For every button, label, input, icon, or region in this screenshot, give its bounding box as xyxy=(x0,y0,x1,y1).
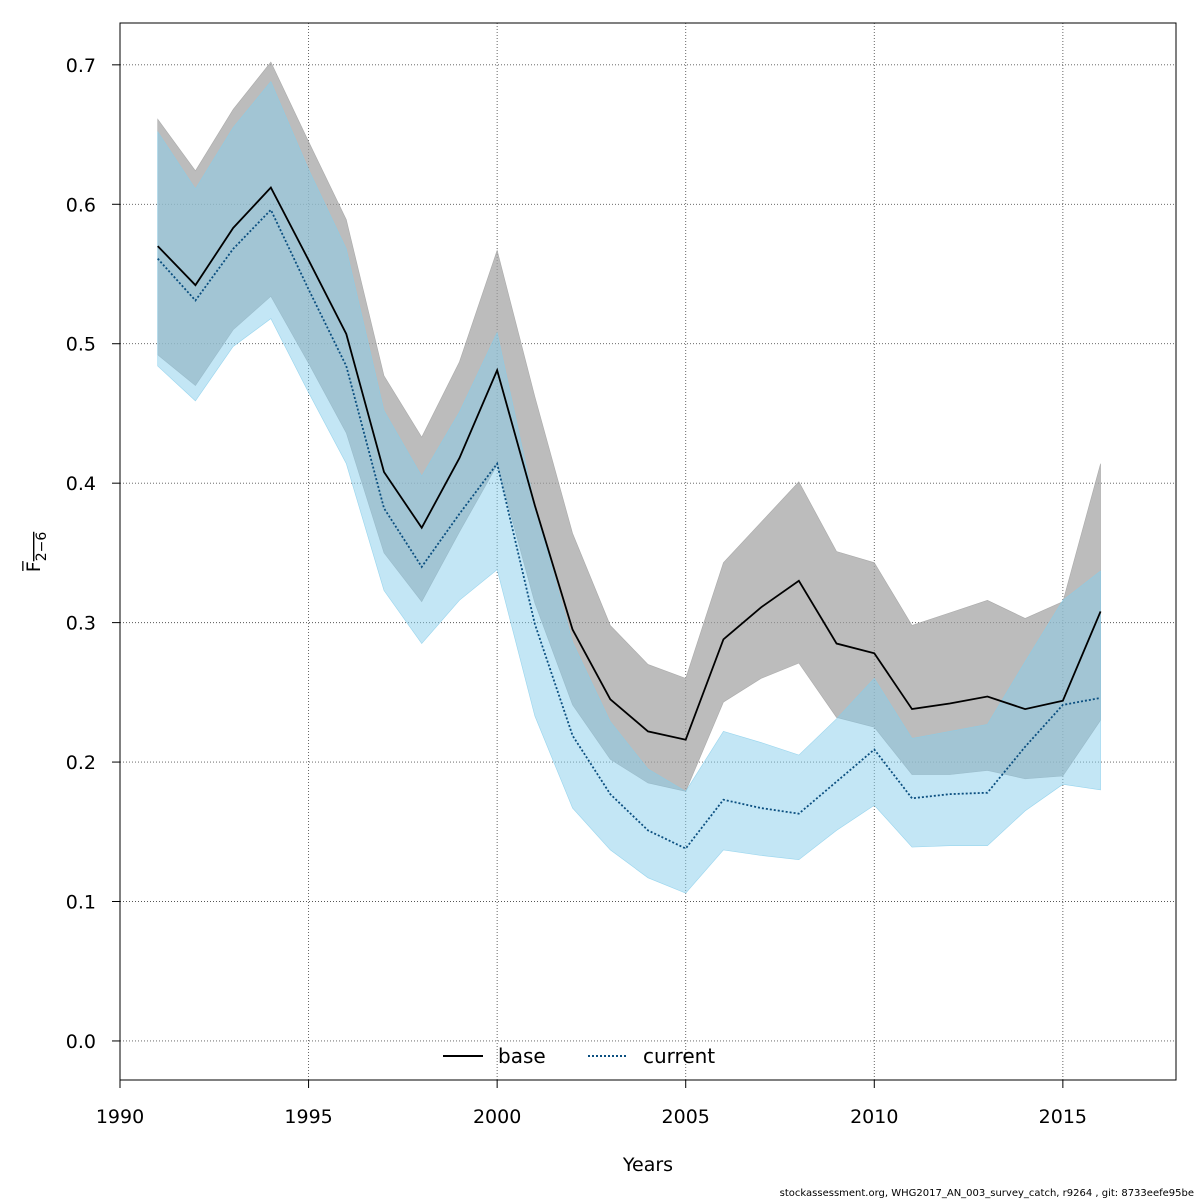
band-current xyxy=(157,80,1101,894)
y-tick-label-6: 0.6 xyxy=(66,194,96,216)
legend-label-current: current xyxy=(643,1044,715,1068)
x-tick-label-2005: 2005 xyxy=(662,1106,710,1128)
footer-credit: stockassessment.org, WHG2017_AN_003_surv… xyxy=(779,1188,1194,1199)
confidence-bands xyxy=(157,61,1101,894)
y-axis-title-subscript: 2−6 xyxy=(34,532,50,562)
x-axis-title: Years xyxy=(622,1154,673,1176)
y-tick-label-2: 0.2 xyxy=(66,752,96,774)
y-tick-label-7: 0.7 xyxy=(66,55,96,77)
x-tick-label-2015: 2015 xyxy=(1039,1106,1087,1128)
x-tick-label-1990: 1990 xyxy=(96,1106,144,1128)
y-tick-label-5: 0.5 xyxy=(66,334,96,356)
series-lines xyxy=(157,186,1102,850)
line-current xyxy=(157,208,1101,850)
x-axis: 1990 1995 2000 2005 2010 2015 xyxy=(96,1079,1087,1128)
y-tick-label-0: 0.0 xyxy=(66,1031,96,1053)
line-base xyxy=(157,186,1102,741)
y-axis-title-main: F̅ xyxy=(21,560,45,572)
y-tick-label-3: 0.3 xyxy=(66,613,96,635)
x-tick-label-1995: 1995 xyxy=(284,1106,332,1128)
legend: base current xyxy=(443,1044,715,1068)
legend-label-base: base xyxy=(498,1044,546,1068)
x-tick-label-2010: 2010 xyxy=(850,1106,898,1128)
y-axis-title: F̅2−6 xyxy=(21,532,50,573)
y-axis: 0.0 0.1 0.2 0.3 0.4 0.5 0.6 0.7 xyxy=(66,55,121,1053)
y-tick-label-1: 0.1 xyxy=(66,892,96,914)
y-tick-label-4: 0.4 xyxy=(66,473,96,495)
x-tick-label-2000: 2000 xyxy=(473,1106,521,1128)
